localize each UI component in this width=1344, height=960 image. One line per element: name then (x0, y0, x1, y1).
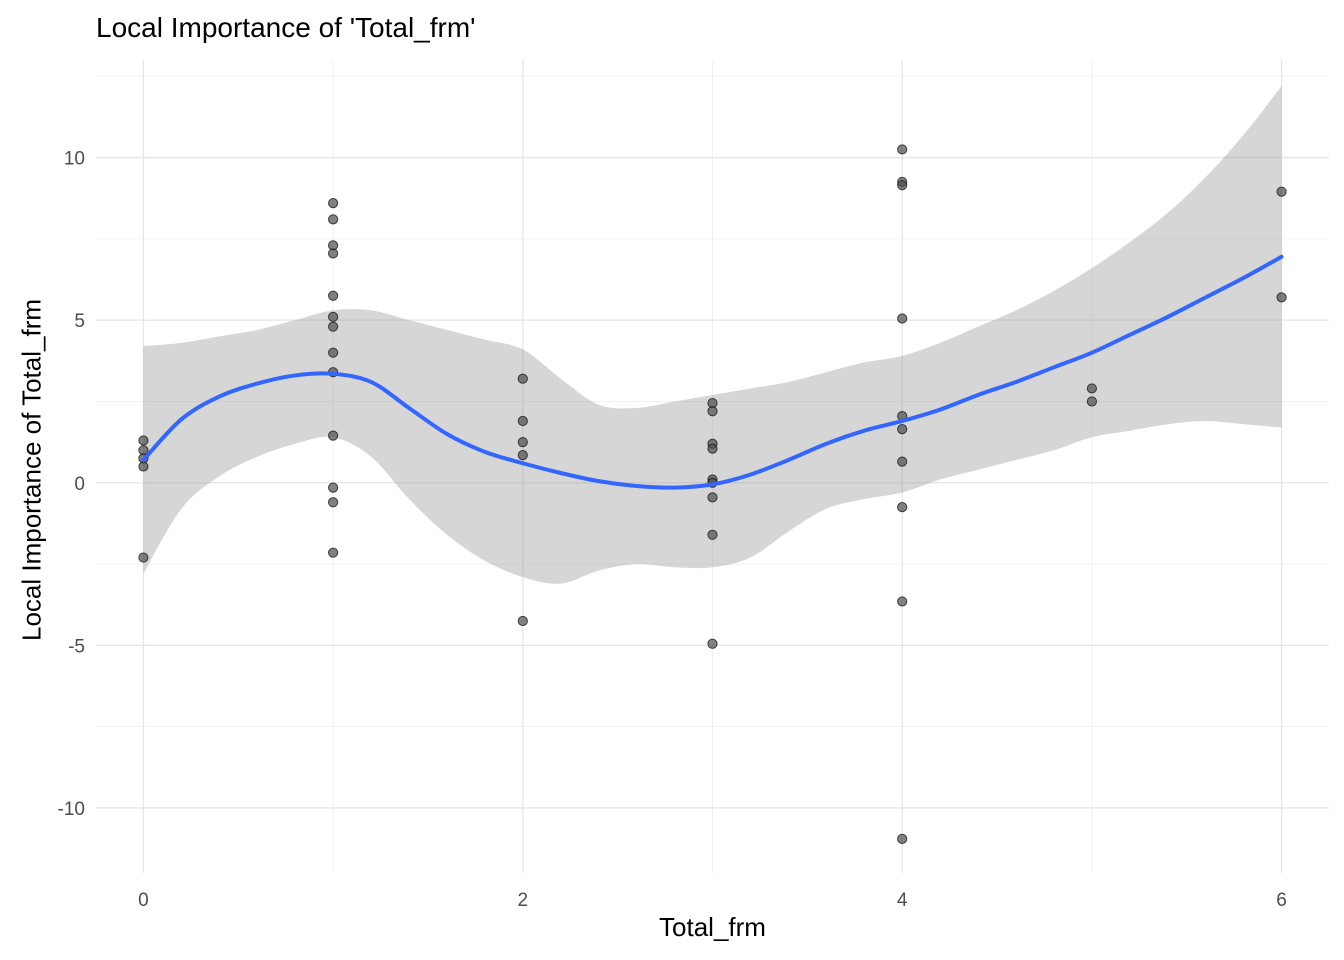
data-point (897, 596, 908, 607)
data-point (328, 321, 339, 332)
x-tick-label: 0 (138, 890, 149, 911)
data-point (707, 638, 718, 649)
y-tick-label: 10 (64, 149, 85, 170)
data-point (328, 214, 339, 225)
data-point (707, 443, 718, 454)
data-point (328, 311, 339, 323)
data-point (1276, 292, 1287, 303)
data-point (1086, 383, 1097, 394)
data-point (138, 435, 149, 446)
data-point (328, 430, 339, 441)
data-point (1086, 396, 1097, 407)
tick-label-layer: 0 2 4 6 -10 -5 0 5 10 (58, 149, 1287, 911)
confidence-ribbon (143, 86, 1282, 584)
data-point (138, 552, 149, 563)
chart-title: Local Importance of 'Total_frm' (96, 12, 476, 43)
data-point (517, 615, 528, 627)
data-point (897, 833, 908, 844)
data-point (897, 502, 908, 513)
data-point (328, 482, 339, 493)
data-point (328, 197, 339, 209)
y-tick-label: -5 (68, 636, 85, 657)
data-point (1276, 186, 1287, 197)
data-point (328, 290, 339, 301)
smooth-line-layer (141, 254, 1284, 490)
x-tick-label: 2 (518, 890, 529, 911)
x-axis-title: Total_frm (659, 912, 766, 942)
data-point (328, 248, 339, 259)
data-point (517, 437, 528, 448)
smooth-fit-line (141, 254, 1284, 490)
y-axis-title: Local Importance of Total_frm (16, 298, 47, 642)
data-point (517, 450, 528, 461)
data-point (138, 461, 149, 472)
x-tick-label: 6 (1276, 890, 1287, 911)
data-point (707, 529, 718, 540)
data-point (328, 497, 339, 508)
data-point (707, 492, 718, 503)
x-tick-label: 4 (897, 890, 908, 911)
data-point (897, 424, 908, 435)
data-point (517, 373, 528, 384)
data-point (897, 144, 908, 155)
data-point (897, 313, 908, 324)
confidence-ribbon-layer (143, 86, 1282, 584)
data-point (517, 415, 528, 427)
data-point (897, 180, 908, 191)
y-tick-label: 0 (74, 474, 85, 495)
data-point (707, 406, 718, 417)
data-point (897, 456, 908, 467)
points-layer (138, 144, 1287, 844)
data-point (328, 347, 339, 358)
y-tick-label: -10 (58, 799, 85, 820)
y-tick-label: 5 (74, 311, 85, 332)
data-point (328, 547, 339, 558)
